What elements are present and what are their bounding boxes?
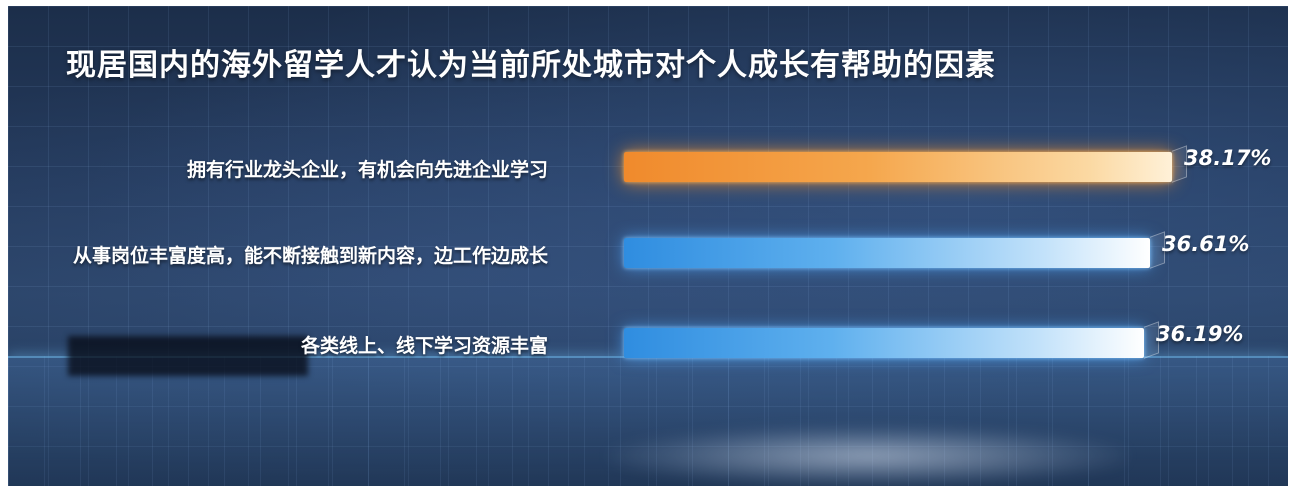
chart-title: 现居国内的海外留学人才认为当前所处城市对个人成长有帮助的因素 [66, 48, 996, 83]
bar [624, 328, 1144, 358]
category-label: 从事岗位丰富度高，能不断接触到新内容，边工作边成长 [72, 245, 548, 267]
category-label: 各类线上、线下学习资源丰富 [300, 335, 548, 357]
background-haze [608, 426, 1128, 486]
category-label: 拥有行业龙头企业，有机会向先进企业学习 [186, 159, 548, 181]
chart-canvas: 现居国内的海外留学人才认为当前所处城市对个人成长有帮助的因素 拥有行业龙头企业，… [8, 6, 1288, 486]
background-panel [68, 336, 308, 376]
value-label: 38.17% [1184, 146, 1272, 170]
bar [624, 238, 1150, 268]
value-label: 36.19% [1156, 322, 1244, 346]
value-label: 36.61% [1162, 232, 1250, 256]
bar [624, 152, 1172, 182]
